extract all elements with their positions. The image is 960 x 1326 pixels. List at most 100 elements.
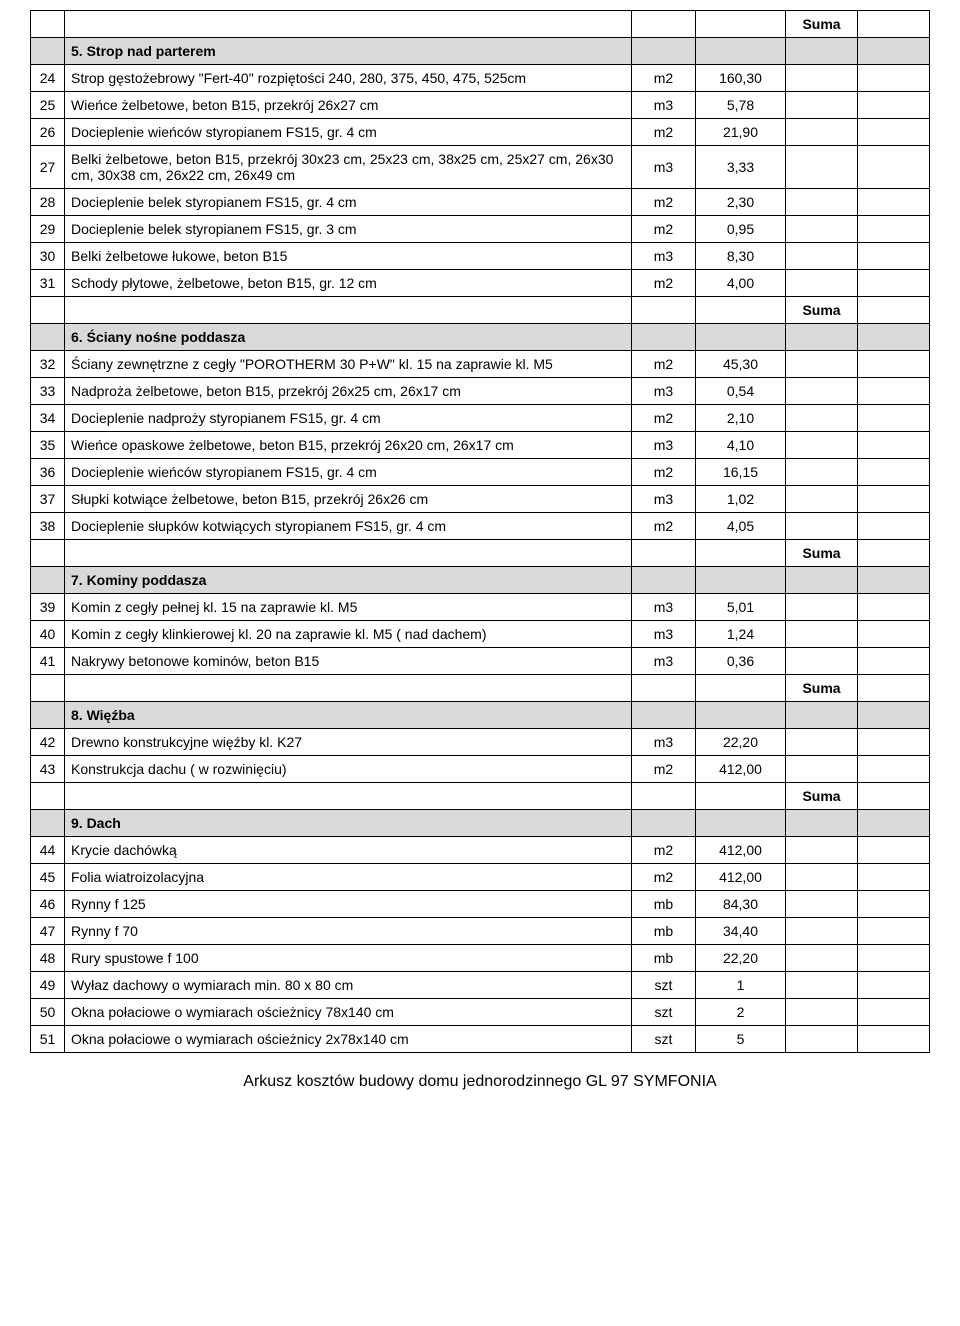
cell-desc <box>65 783 632 810</box>
cell-desc: Słupki kotwiące żelbetowe, beton B15, pr… <box>65 486 632 513</box>
cell-price <box>786 405 858 432</box>
cell-price <box>786 729 858 756</box>
cell-qty <box>696 38 786 65</box>
table-row: 47Rynny f 70mb34,40 <box>31 918 930 945</box>
table-row: 33Nadproża żelbetowe, beton B15, przekró… <box>31 378 930 405</box>
cell-desc: Wieńce żelbetowe, beton B15, przekrój 26… <box>65 92 632 119</box>
cell-unit: m3 <box>632 243 696 270</box>
cell-qty <box>696 675 786 702</box>
cell-total <box>858 270 930 297</box>
cell-total <box>858 513 930 540</box>
table-row: 24Strop gęstożebrowy "Fert-40" rozpiętoś… <box>31 65 930 92</box>
cell-num: 25 <box>31 92 65 119</box>
cell-qty: 5,78 <box>696 92 786 119</box>
cell-unit: m2 <box>632 513 696 540</box>
table-row: 6. Ściany nośne poddasza <box>31 324 930 351</box>
cell-qty: 1 <box>696 972 786 999</box>
cell-total <box>858 189 930 216</box>
cell-total <box>858 38 930 65</box>
cell-unit <box>632 540 696 567</box>
cell-num: 36 <box>31 459 65 486</box>
cell-desc: Okna połaciowe o wymiarach ościeżnicy 2x… <box>65 1026 632 1053</box>
cell-num: 30 <box>31 243 65 270</box>
cell-num <box>31 675 65 702</box>
table-row: 25Wieńce żelbetowe, beton B15, przekrój … <box>31 92 930 119</box>
cell-total <box>858 1026 930 1053</box>
cell-num: 29 <box>31 216 65 243</box>
cell-desc: Konstrukcja dachu ( w rozwinięciu) <box>65 756 632 783</box>
cell-qty: 34,40 <box>696 918 786 945</box>
cell-unit <box>632 702 696 729</box>
cell-price <box>786 189 858 216</box>
cell-unit: mb <box>632 918 696 945</box>
cell-num: 27 <box>31 146 65 189</box>
cell-qty: 8,30 <box>696 243 786 270</box>
section-title: 6. Ściany nośne poddasza <box>65 324 632 351</box>
cell-num: 26 <box>31 119 65 146</box>
cell-total <box>858 540 930 567</box>
cell-desc: Strop gęstożebrowy "Fert-40" rozpiętości… <box>65 65 632 92</box>
suma-label: Suma <box>786 675 858 702</box>
table-row: 26Docieplenie wieńców styropianem FS15, … <box>31 119 930 146</box>
cell-total <box>858 216 930 243</box>
cell-num: 42 <box>31 729 65 756</box>
cell-price <box>786 432 858 459</box>
cell-price <box>786 270 858 297</box>
cell-unit: m2 <box>632 864 696 891</box>
table-row: 45Folia wiatroizolacyjnam2412,00 <box>31 864 930 891</box>
cell-qty: 0,95 <box>696 216 786 243</box>
cell-num: 47 <box>31 918 65 945</box>
cell-desc: Okna połaciowe o wymiarach ościeżnicy 78… <box>65 999 632 1026</box>
cell-unit <box>632 810 696 837</box>
section-title: 7. Kominy poddasza <box>65 567 632 594</box>
cell-num: 40 <box>31 621 65 648</box>
cost-table: Suma5. Strop nad parterem24Strop gęstoże… <box>30 10 930 1053</box>
cell-num: 44 <box>31 837 65 864</box>
cell-unit <box>632 675 696 702</box>
cell-unit: m3 <box>632 621 696 648</box>
cell-total <box>858 567 930 594</box>
cell-total <box>858 648 930 675</box>
cell-desc: Belki żelbetowe łukowe, beton B15 <box>65 243 632 270</box>
table-row: 27Belki żelbetowe, beton B15, przekrój 3… <box>31 146 930 189</box>
cell-qty: 0,54 <box>696 378 786 405</box>
cell-price <box>786 810 858 837</box>
cell-unit <box>632 324 696 351</box>
cell-qty: 4,05 <box>696 513 786 540</box>
cell-num: 31 <box>31 270 65 297</box>
cell-qty: 22,20 <box>696 945 786 972</box>
cell-unit: szt <box>632 999 696 1026</box>
cell-qty: 84,30 <box>696 891 786 918</box>
cell-price <box>786 864 858 891</box>
cell-total <box>858 11 930 38</box>
cell-qty: 412,00 <box>696 837 786 864</box>
cell-price <box>786 837 858 864</box>
cell-total <box>858 783 930 810</box>
cell-desc: Rynny f 70 <box>65 918 632 945</box>
table-row: 31Schody płytowe, żelbetowe, beton B15, … <box>31 270 930 297</box>
cell-total <box>858 432 930 459</box>
cell-qty: 0,36 <box>696 648 786 675</box>
cell-price <box>786 891 858 918</box>
table-row: 50Okna połaciowe o wymiarach ościeżnicy … <box>31 999 930 1026</box>
cell-total <box>858 864 930 891</box>
cell-price <box>786 567 858 594</box>
cell-total <box>858 243 930 270</box>
section-title: 9. Dach <box>65 810 632 837</box>
cell-total <box>858 918 930 945</box>
table-row: 51Okna połaciowe o wymiarach ościeżnicy … <box>31 1026 930 1053</box>
table-row: Suma <box>31 540 930 567</box>
cell-total <box>858 65 930 92</box>
cell-unit: m2 <box>632 65 696 92</box>
cell-desc: Krycie dachówką <box>65 837 632 864</box>
cell-qty: 2 <box>696 999 786 1026</box>
cell-total <box>858 92 930 119</box>
cell-unit: m3 <box>632 378 696 405</box>
table-row: 8. Więźba <box>31 702 930 729</box>
cell-desc <box>65 675 632 702</box>
cell-qty: 1,24 <box>696 621 786 648</box>
cell-total <box>858 810 930 837</box>
cell-qty: 2,10 <box>696 405 786 432</box>
cell-desc: Wyłaz dachowy o wymiarach min. 80 x 80 c… <box>65 972 632 999</box>
cell-total <box>858 945 930 972</box>
